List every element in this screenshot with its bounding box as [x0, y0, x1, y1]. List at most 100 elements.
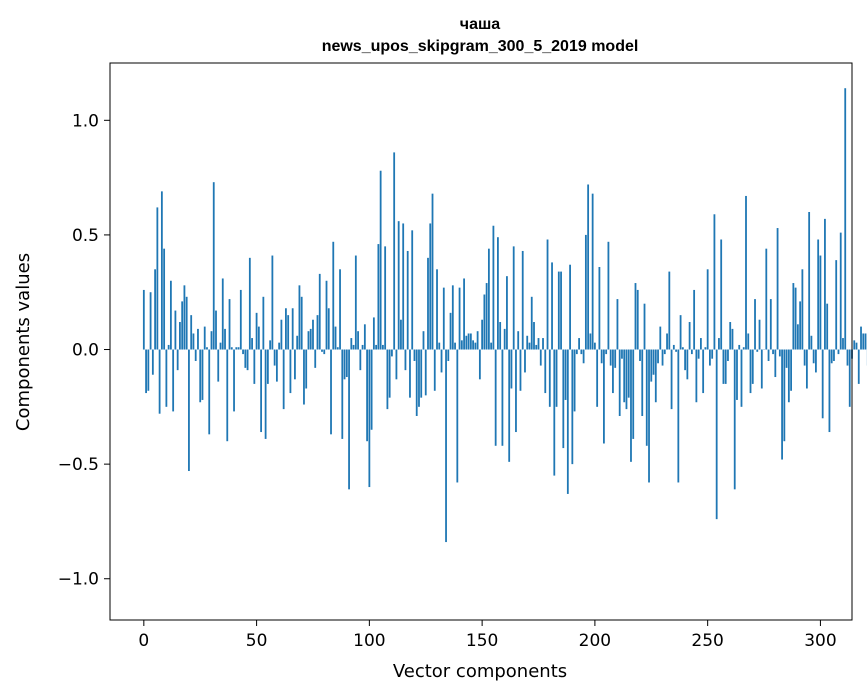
bar-74 [309, 328, 312, 350]
bar-32 [215, 310, 217, 350]
bar-7 [158, 349, 161, 414]
bar-230 [661, 349, 664, 366]
bar-268 [747, 333, 750, 350]
bar-205 [605, 349, 608, 355]
bar-216 [630, 349, 632, 462]
bar-312 [846, 349, 849, 366]
bar-176 [539, 349, 542, 366]
bar-108 [386, 349, 389, 410]
bar-92 [350, 338, 353, 350]
bar-87 [339, 269, 341, 350]
bar-251 [709, 349, 711, 366]
bar-287 [790, 349, 792, 391]
bar-31 [212, 182, 215, 350]
bar-65 [289, 349, 292, 394]
bar-196 [584, 234, 587, 350]
bar-136 [449, 312, 452, 350]
bar-200 [593, 342, 596, 350]
bar-34 [219, 342, 222, 350]
bar-272 [756, 349, 759, 352]
bar-166 [517, 331, 520, 350]
bar-84 [332, 241, 335, 350]
y-tick-label: 0.5 [72, 226, 99, 246]
x-tick-label: 0 [138, 631, 149, 651]
bar-294 [805, 349, 808, 389]
bar-100 [368, 349, 371, 488]
bar-190 [571, 349, 574, 465]
x-tick-label: 300 [804, 631, 836, 651]
bar-47 [248, 257, 251, 350]
bar-180 [548, 349, 551, 407]
bar-203 [600, 349, 603, 364]
bar-302 [824, 218, 826, 350]
bar-55 [266, 349, 269, 384]
bar-319 [862, 333, 865, 350]
bar-11 [167, 344, 170, 350]
bar-123 [420, 349, 423, 398]
bar-244 [693, 289, 696, 350]
bar-207 [609, 349, 612, 366]
bar-106 [381, 344, 384, 350]
bar-94 [354, 255, 357, 350]
bar-264 [738, 344, 741, 350]
bar-110 [391, 349, 393, 357]
bar-23 [194, 349, 197, 361]
bar-118 [409, 349, 411, 398]
bar-13 [172, 349, 175, 412]
bar-117 [406, 250, 409, 350]
y-tick-label: −0.5 [58, 455, 99, 475]
bar-281 [776, 228, 779, 350]
bar-29 [208, 349, 211, 435]
bar-60 [278, 342, 281, 350]
bar-133 [442, 287, 445, 350]
bar-72 [305, 349, 308, 389]
bar-243 [690, 349, 693, 355]
bar-126 [427, 257, 429, 350]
bar-256 [720, 239, 723, 350]
bar-70 [300, 296, 303, 350]
bar-237 [677, 349, 680, 483]
x-tick-label: 250 [691, 631, 723, 651]
y-tick-label: 1.0 [72, 111, 99, 131]
bar-313 [848, 349, 851, 407]
bar-116 [404, 349, 407, 371]
bar-304 [828, 349, 831, 433]
plot-frame [109, 62, 853, 621]
bar-102 [372, 317, 375, 350]
bar-142 [463, 278, 465, 350]
bar-109 [388, 349, 391, 398]
bar-66 [291, 308, 294, 350]
bar-111 [393, 152, 396, 350]
bar-57 [271, 255, 274, 350]
bar-290 [796, 324, 799, 350]
bar-209 [614, 349, 617, 368]
bar-246 [697, 349, 700, 359]
bar-260 [729, 322, 732, 350]
bar-220 [639, 349, 641, 361]
bar-194 [580, 349, 583, 355]
chart-subtitle: news_upos_skipgram_300_5_2019 model [322, 38, 639, 55]
bar-283 [781, 349, 783, 460]
bar-145 [469, 333, 472, 350]
bar-231 [663, 349, 666, 355]
bar-33 [217, 349, 220, 382]
bar-81 [325, 280, 328, 350]
bar-79 [321, 349, 323, 352]
bar-78 [318, 273, 321, 350]
bar-255 [718, 338, 720, 350]
bar-273 [758, 319, 761, 350]
bar-88 [341, 349, 344, 439]
bar-269 [749, 349, 752, 394]
bar-101 [370, 349, 373, 430]
bar-182 [553, 349, 556, 476]
bar-122 [418, 349, 420, 407]
bar-250 [706, 269, 709, 350]
bar-192 [575, 349, 578, 355]
bar-293 [803, 349, 806, 366]
bar-318 [860, 326, 862, 350]
bar-155 [492, 225, 495, 350]
bars-group [142, 88, 867, 543]
bar-104 [377, 244, 380, 350]
bar-233 [668, 271, 671, 350]
